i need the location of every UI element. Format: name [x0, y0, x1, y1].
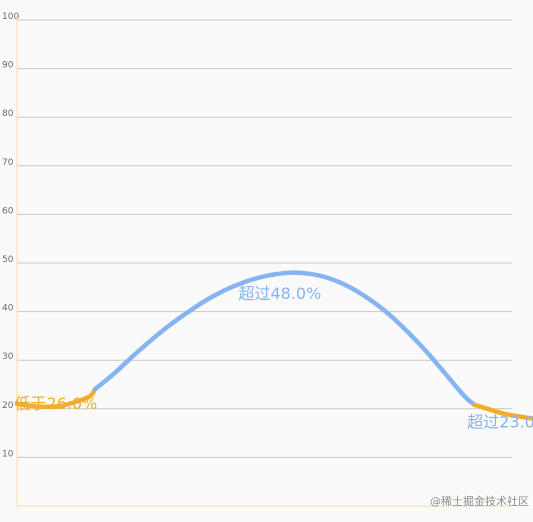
series-line-3 [472, 402, 533, 421]
y-tick-label: 40 [2, 304, 14, 314]
y-tick-label: 70 [2, 158, 14, 168]
series-layer [14, 270, 533, 421]
y-tick-label: 20 [2, 401, 14, 411]
y-tick-label: 60 [2, 206, 14, 216]
grid-layer: 10 20 30 40 50 60 70 80 90 100 [2, 12, 512, 459]
series-line-1 [14, 387, 98, 410]
series-line-2 [92, 270, 477, 408]
data-label: 低于26.0% [15, 394, 98, 413]
data-label: 超过23.0% [467, 412, 533, 431]
label-layer: 低于26.0% 超过48.0% 超过23.0% [15, 284, 533, 431]
data-label: 超过48.0% [238, 284, 321, 303]
y-tick-label: 10 [2, 449, 14, 459]
y-tick-label: 90 [2, 61, 14, 71]
watermark-text: @稀土掘金技术社区 [430, 494, 529, 508]
y-tick-label: 100 [2, 12, 19, 22]
axis-layer [16, 16, 512, 507]
y-tick-label: 80 [2, 109, 14, 119]
y-tick-label: 50 [2, 255, 14, 265]
y-tick-label: 30 [2, 352, 14, 362]
